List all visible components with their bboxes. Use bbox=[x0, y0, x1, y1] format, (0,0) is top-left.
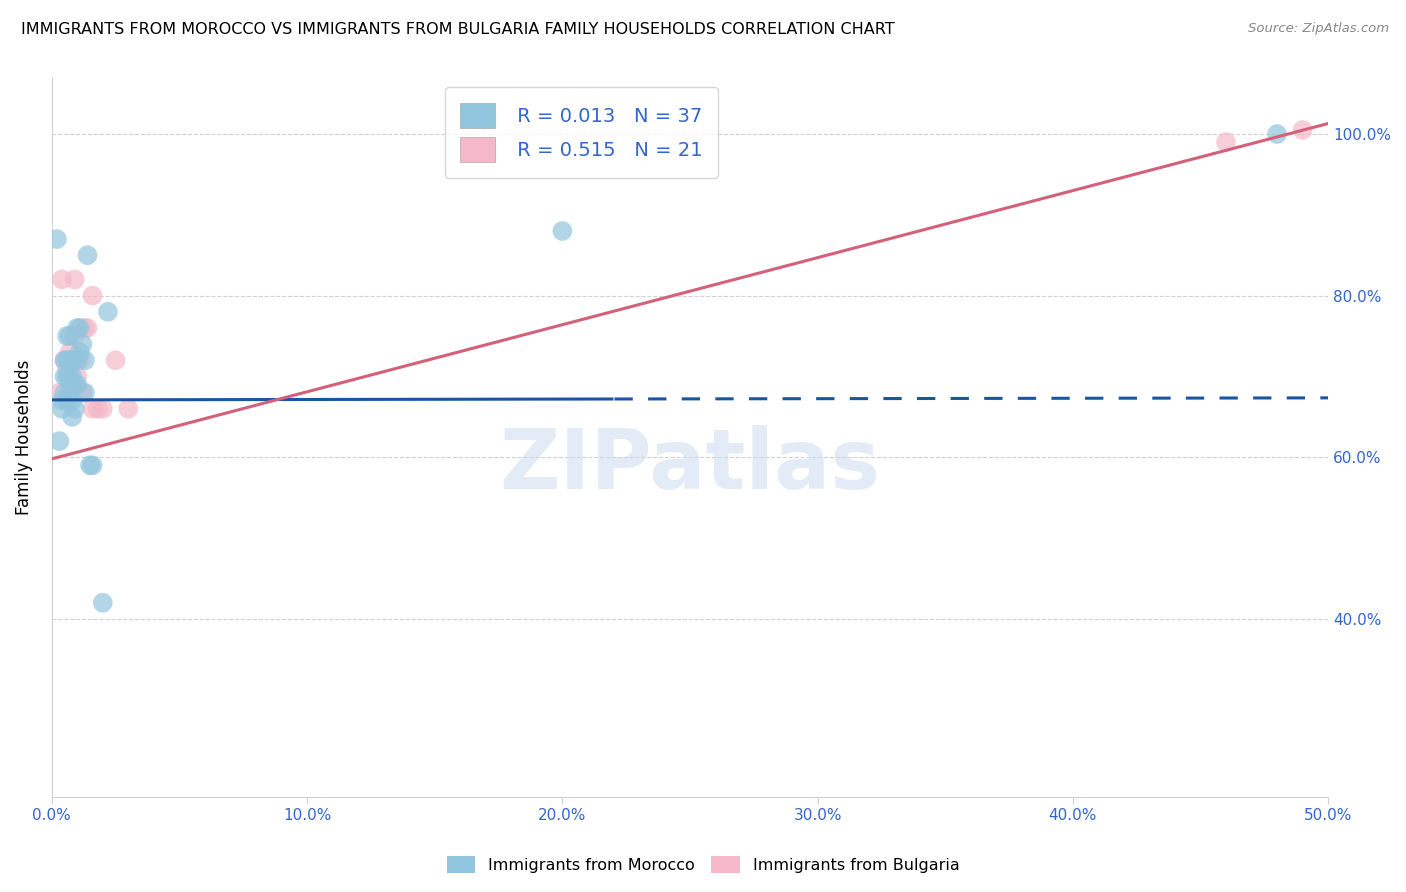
Legend: Immigrants from Morocco, Immigrants from Bulgaria: Immigrants from Morocco, Immigrants from… bbox=[440, 849, 966, 880]
Point bbox=[73, 353, 96, 368]
Text: IMMIGRANTS FROM MOROCCO VS IMMIGRANTS FROM BULGARIA FAMILY HOUSEHOLDS CORRELATIO: IMMIGRANTS FROM MOROCCO VS IMMIGRANTS FR… bbox=[21, 22, 894, 37]
Point bbox=[60, 369, 83, 384]
Point bbox=[69, 321, 91, 335]
Point bbox=[72, 385, 94, 400]
Point bbox=[79, 458, 101, 473]
Point bbox=[82, 458, 104, 473]
Point bbox=[91, 596, 114, 610]
Point bbox=[66, 321, 89, 335]
Point bbox=[104, 353, 127, 368]
Point bbox=[63, 401, 86, 416]
Point bbox=[1291, 123, 1313, 137]
Point bbox=[551, 224, 574, 238]
Point bbox=[60, 409, 83, 424]
Point bbox=[60, 393, 83, 408]
Point bbox=[59, 385, 82, 400]
Point bbox=[48, 434, 70, 449]
Point bbox=[97, 305, 120, 319]
Point bbox=[53, 353, 76, 368]
Point bbox=[56, 329, 79, 343]
Point bbox=[60, 377, 83, 392]
Point bbox=[56, 353, 79, 368]
Point bbox=[117, 401, 139, 416]
Point bbox=[86, 401, 108, 416]
Point bbox=[51, 401, 73, 416]
Point bbox=[73, 385, 96, 400]
Point bbox=[59, 329, 82, 343]
Text: ZIPatlas: ZIPatlas bbox=[499, 425, 880, 507]
Legend:  R = 0.013   N = 37,  R = 0.515   N = 21: R = 0.013 N = 37, R = 0.515 N = 21 bbox=[444, 87, 718, 178]
Point bbox=[51, 393, 73, 408]
Point bbox=[53, 385, 76, 400]
Point bbox=[72, 337, 94, 351]
Point bbox=[51, 272, 73, 286]
Point bbox=[76, 321, 98, 335]
Point bbox=[69, 353, 91, 368]
Point bbox=[53, 353, 76, 368]
Point bbox=[56, 369, 79, 384]
Point bbox=[82, 288, 104, 302]
Point bbox=[48, 385, 70, 400]
Point bbox=[66, 377, 89, 392]
Text: Source: ZipAtlas.com: Source: ZipAtlas.com bbox=[1249, 22, 1389, 36]
Point bbox=[1265, 127, 1288, 141]
Point bbox=[56, 361, 79, 376]
Point bbox=[63, 377, 86, 392]
Point bbox=[60, 353, 83, 368]
Point bbox=[1215, 135, 1237, 149]
Point bbox=[63, 272, 86, 286]
Point bbox=[45, 232, 67, 246]
Point bbox=[91, 401, 114, 416]
Point bbox=[66, 353, 89, 368]
Point bbox=[59, 353, 82, 368]
Y-axis label: Family Households: Family Households bbox=[15, 359, 32, 515]
Point bbox=[56, 393, 79, 408]
Point bbox=[82, 401, 104, 416]
Point bbox=[59, 345, 82, 359]
Point bbox=[63, 353, 86, 368]
Point bbox=[63, 329, 86, 343]
Point bbox=[66, 369, 89, 384]
Point bbox=[73, 321, 96, 335]
Point bbox=[59, 369, 82, 384]
Point bbox=[69, 345, 91, 359]
Point bbox=[53, 369, 76, 384]
Point bbox=[76, 248, 98, 262]
